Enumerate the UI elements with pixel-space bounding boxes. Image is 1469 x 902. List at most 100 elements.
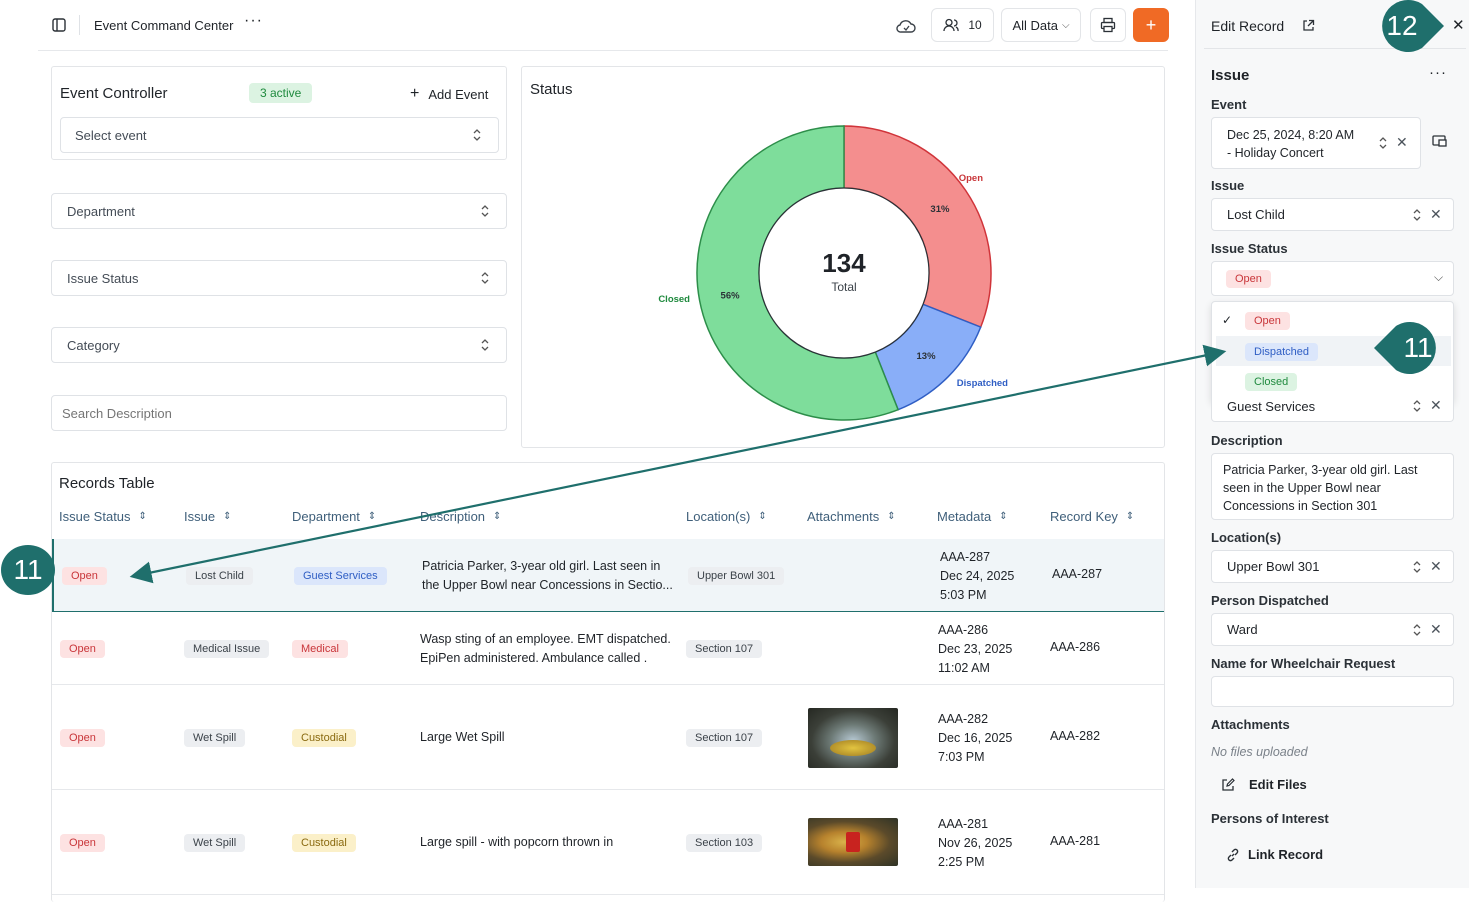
description-cell: Large Wet Spill: [420, 730, 505, 744]
issue-status-field[interactable]: Open ⌵: [1211, 261, 1454, 296]
department-cell: Guest Services: [294, 566, 387, 585]
status-option-dispatched[interactable]: Dispatched: [1245, 342, 1319, 361]
callout-pointer-shape: [1382, 0, 1444, 52]
open-event-icon[interactable]: [1432, 134, 1448, 148]
table-row[interactable]: Open Wet Spill Custodial Large spill - with…: [52, 790, 1164, 895]
add-event-label: Add Event: [428, 86, 489, 102]
clear-icon[interactable]: ✕: [1430, 206, 1442, 222]
close-icon[interactable]: ✕: [1452, 17, 1465, 34]
location-cell: Section 107: [686, 728, 763, 747]
metadata-cell: AAA-287 Dec 24, 2025 5:03 PM: [940, 549, 1015, 602]
event-controller-card: Event Controller 3 active + Add Event Se…: [51, 66, 507, 160]
status-card: Status 31% Open 13% Dispatched 56% Closed 134…: [521, 66, 1165, 448]
chevron-down-icon: ⌵: [1061, 19, 1070, 31]
sort-icon: ⇕: [223, 511, 232, 522]
donut-slice-name-label: Dispatched: [957, 378, 1008, 389]
clear-icon[interactable]: ✕: [1430, 558, 1442, 574]
col-header-record-key[interactable]: Record Key ⇕: [1050, 509, 1135, 524]
status-cell: Open: [60, 728, 105, 747]
table-row[interactable]: Open Lost Child Guest Services Patricia Par…: [52, 539, 1164, 612]
event-field[interactable]: Dec 25, 2024, 8:20 AM - Holiday Concert …: [1211, 117, 1421, 169]
location-label: Location(s): [1211, 530, 1282, 545]
wheelchair-input[interactable]: [1211, 676, 1454, 707]
issue-status-filter-label: Issue Status: [67, 270, 139, 286]
updown-chevron-icon[interactable]: [1412, 560, 1422, 574]
users-icon: [943, 18, 959, 32]
more-icon[interactable]: ···: [244, 12, 263, 29]
updown-chevron-icon: [481, 272, 489, 284]
col-header-locations[interactable]: Location(s) ⇕: [686, 509, 767, 524]
callout-badge: 12: [1386, 10, 1418, 41]
event-date: Dec 25, 2024, 8:20 AM: [1227, 128, 1355, 142]
issue-field[interactable]: Lost Child ✕: [1211, 198, 1454, 231]
department-field[interactable]: Guest Services ✕: [1211, 396, 1454, 422]
department-cell: Custodial: [292, 728, 356, 747]
person-dispatched-label: Person Dispatched: [1211, 593, 1329, 608]
link-record-button[interactable]: Link Record: [1226, 847, 1323, 862]
controller-title: Event Controller: [60, 85, 168, 102]
record-key-cell: AAA-282: [1050, 728, 1101, 743]
col-header-issue[interactable]: Issue ⇕: [184, 509, 232, 524]
clear-icon[interactable]: ✕: [1430, 397, 1442, 413]
plus-icon: +: [410, 85, 420, 102]
data-filter-dropdown[interactable]: All Data ⌵: [1001, 8, 1081, 42]
top-bar: Event Command Center ··· 10 All Data ⌵ +: [38, 0, 1169, 51]
updown-chevron-icon[interactable]: [1412, 208, 1422, 222]
persons-of-interest-label: Persons of Interest: [1211, 811, 1329, 826]
status-option-closed[interactable]: Closed: [1245, 372, 1298, 391]
record-key-cell: AAA-286: [1050, 639, 1101, 654]
category-filter-label: Category: [67, 337, 120, 353]
search-description-input[interactable]: [51, 395, 507, 431]
users-count: 10: [968, 18, 982, 32]
description-field[interactable]: Patricia Parker, 3-year old girl. Last s…: [1211, 453, 1454, 520]
attachments-label: Attachments: [1211, 717, 1290, 732]
select-event-dropdown[interactable]: Select event: [60, 117, 499, 153]
col-header-description[interactable]: Description ⇕: [420, 509, 502, 524]
donut-percent-label: 56%: [721, 291, 741, 302]
sort-icon: ⇕: [887, 511, 896, 522]
print-button[interactable]: [1090, 8, 1126, 42]
category-filter[interactable]: Category: [51, 327, 507, 363]
donut-slice-name-label: Closed: [658, 294, 690, 305]
issue-status-filter[interactable]: Issue Status: [51, 260, 507, 296]
person-dispatched-field[interactable]: Ward ✕: [1211, 613, 1454, 646]
col-header-department[interactable]: Department ⇕: [292, 509, 377, 524]
metadata-cell: AAA-281 Nov 26, 2025 2:25 PM: [938, 816, 1013, 869]
updown-chevron-icon[interactable]: [1378, 136, 1388, 150]
department-filter[interactable]: Department: [51, 193, 507, 229]
sidebar-toggle-icon[interactable]: [52, 18, 66, 32]
users-button[interactable]: 10: [931, 8, 994, 42]
issue-cell: Lost Child: [186, 566, 253, 585]
external-link-icon[interactable]: [1302, 19, 1315, 32]
updown-chevron-icon[interactable]: [1412, 623, 1422, 637]
edit-files-button[interactable]: Edit Files: [1221, 777, 1307, 792]
location-field[interactable]: Upper Bowl 301 ✕: [1211, 550, 1454, 583]
status-option-open[interactable]: Open: [1245, 311, 1290, 330]
updown-chevron-icon[interactable]: [1412, 399, 1422, 413]
more-icon[interactable]: ···: [1429, 64, 1447, 81]
updown-chevron-icon: [481, 205, 489, 217]
attachment-thumbnail[interactable]: [808, 707, 898, 768]
section-title: Issue: [1211, 67, 1250, 84]
page-title: Event Command Center: [94, 18, 234, 33]
attachment-thumbnail[interactable]: [808, 817, 898, 866]
table-row[interactable]: Open Medical Issue Medical Wasp sting of an…: [52, 612, 1164, 685]
add-record-button[interactable]: +: [1133, 8, 1169, 42]
sort-icon: ⇕: [758, 511, 767, 522]
col-header-attachments[interactable]: Attachments ⇕: [807, 509, 896, 524]
issue-cell: Wet Spill: [184, 833, 246, 852]
add-event-button[interactable]: + Add Event: [410, 85, 488, 103]
clear-icon[interactable]: ✕: [1430, 621, 1442, 637]
status-cell: Open: [60, 833, 105, 852]
clear-icon[interactable]: ✕: [1396, 134, 1408, 150]
edit-files-label: Edit Files: [1249, 777, 1307, 792]
status-cell: Open: [60, 639, 105, 658]
table-row[interactable]: Open Wet Spill Custodial Large Wet Spill Sec…: [52, 685, 1164, 790]
col-header-issue-status[interactable]: Issue Status ⇕: [59, 509, 147, 524]
chevron-down-icon: ⌵: [1434, 270, 1444, 284]
callout-pointer-shape: [1374, 322, 1436, 374]
updown-chevron-icon: [473, 129, 481, 141]
col-header-metadata[interactable]: Metadata ⇕: [937, 509, 1008, 524]
cloud-sync-icon[interactable]: [895, 17, 917, 35]
status-cell: Open: [62, 566, 107, 585]
